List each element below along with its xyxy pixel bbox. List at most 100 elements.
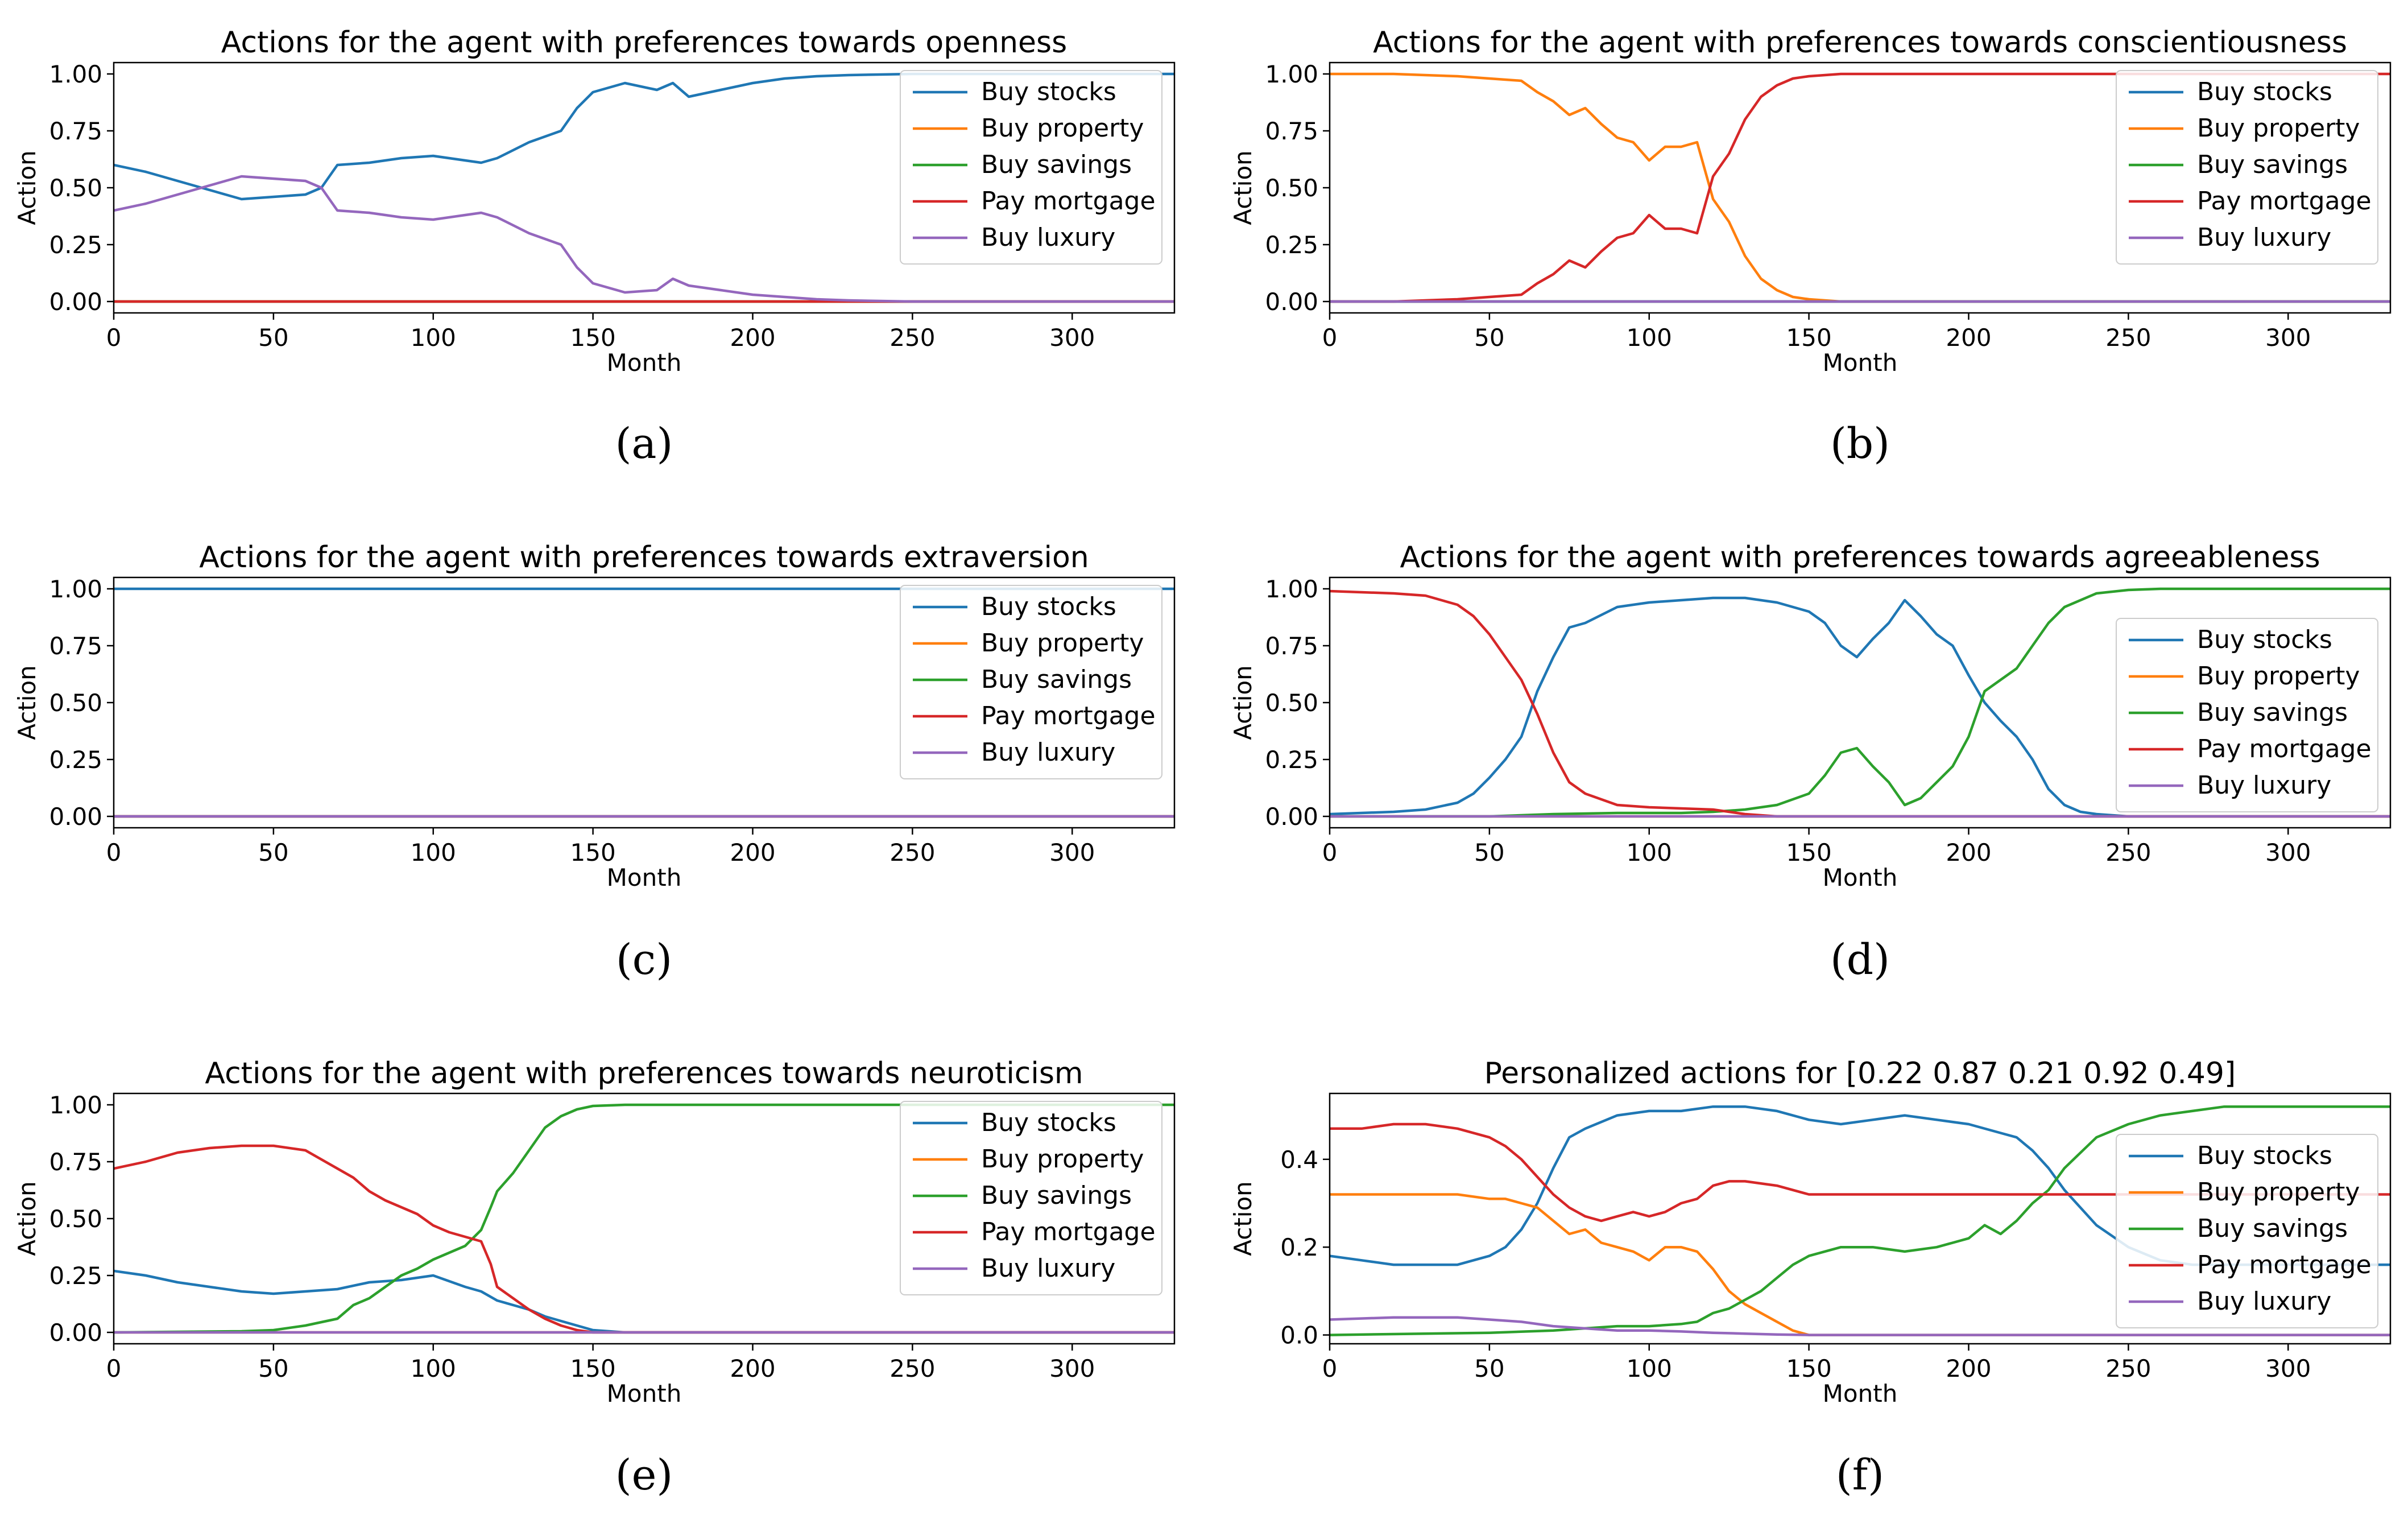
chart-panel-e: Actions for the agent with preferences t…: [13, 1056, 1176, 1500]
y-tick-label: 0.4: [1280, 1146, 1318, 1174]
legend-entry: Pay mortgage: [981, 187, 1156, 216]
y-tick-label: 0.25: [49, 231, 102, 259]
y-tick-label: 1.00: [49, 60, 102, 88]
legend-box: [900, 585, 1162, 779]
y-axis-label: Action: [1229, 665, 1257, 740]
legend: Buy stocks Buy property Buy savings Pay mor…: [900, 1101, 1162, 1295]
x-tick-label: 200: [1946, 324, 1991, 352]
x-tick-label: 50: [258, 1355, 288, 1382]
x-tick-label: 100: [411, 1355, 456, 1382]
panel-caption: (e): [615, 1451, 673, 1500]
chart-title: Actions for the agent with preferences t…: [205, 1056, 1083, 1091]
legend-entry: Buy property: [2197, 662, 2360, 691]
x-tick-label: 100: [1627, 1355, 1672, 1382]
series-group: [1330, 587, 2390, 818]
legend-entry: Buy savings: [981, 1181, 1132, 1210]
y-tick-label: 0.00: [49, 803, 102, 831]
legend: Buy stocks Buy property Buy savings Pay mor…: [900, 70, 1162, 265]
y-tick-label: 0.0: [1280, 1322, 1318, 1349]
x-tick-label: 150: [1786, 839, 1832, 866]
x-axis-label: Month: [607, 1380, 682, 1407]
x-tick-label: 100: [411, 839, 456, 866]
x-axis-label: Month: [1823, 1380, 1898, 1407]
x-tick-label: 0: [106, 839, 122, 866]
y-tick-label: 0.00: [1265, 288, 1318, 316]
x-tick-label: 250: [889, 839, 935, 866]
y-axis-label: Action: [13, 1181, 41, 1256]
legend-entry: Buy luxury: [2197, 223, 2331, 252]
x-tick-label: 0: [1322, 1355, 1338, 1382]
chart-title: Actions for the agent with preferences t…: [1373, 26, 2347, 60]
y-axis-label: Action: [13, 665, 41, 740]
legend-entry: Buy savings: [2197, 1214, 2348, 1243]
y-tick-label: 0.50: [1265, 689, 1318, 717]
y-axis-label: Action: [1229, 150, 1257, 225]
x-tick-label: 200: [1946, 1355, 1991, 1382]
x-tick-label: 300: [1049, 324, 1095, 352]
x-tick-label: 250: [2105, 839, 2151, 866]
y-tick-label: 0.25: [49, 746, 102, 774]
series-group: [1330, 72, 2390, 303]
x-tick-label: 250: [2105, 1355, 2151, 1382]
x-tick-label: 300: [2265, 839, 2311, 866]
legend-entry: Buy stocks: [981, 1108, 1116, 1137]
chart-title: Actions for the agent with preferences t…: [1400, 540, 2320, 575]
legend-entry: Buy property: [981, 629, 1144, 658]
y-tick-label: 0.2: [1280, 1233, 1318, 1261]
y-tick-label: 1.00: [49, 1091, 102, 1119]
legend: Buy stocks Buy property Buy savings Pay mor…: [2116, 1134, 2378, 1328]
x-tick-label: 150: [570, 839, 616, 866]
x-tick-label: 200: [730, 1355, 775, 1382]
x-tick-label: 50: [258, 324, 288, 352]
x-tick-label: 100: [411, 324, 456, 352]
y-tick-label: 0.50: [49, 1205, 102, 1233]
y-tick-label: 0.25: [1265, 231, 1318, 259]
x-tick-label: 150: [1786, 324, 1832, 352]
x-tick-label: 50: [1474, 324, 1504, 352]
chart-title: Actions for the agent with preferences t…: [199, 540, 1089, 575]
legend-entry: Buy luxury: [2197, 771, 2331, 800]
x-tick-label: 50: [1474, 839, 1504, 866]
panel-caption: (f): [1836, 1451, 1884, 1500]
chart-title: Actions for the agent with preferences t…: [221, 26, 1067, 60]
y-tick-label: 1.00: [1265, 60, 1318, 88]
series-line-buy-stocks: [114, 1269, 1174, 1334]
legend-entry: Buy stocks: [2197, 77, 2332, 106]
x-tick-label: 200: [730, 324, 775, 352]
x-axis-label: Month: [607, 349, 682, 377]
legend-entry: Buy stocks: [2197, 625, 2332, 654]
legend-entry: Buy property: [2197, 1178, 2360, 1207]
x-tick-label: 300: [2265, 1355, 2311, 1382]
x-axis-label: Month: [1823, 864, 1898, 891]
legend-entry: Pay mortgage: [2197, 1250, 2372, 1279]
legend-box: [900, 70, 1162, 265]
series-line-pay-mortgage: [1330, 1122, 2390, 1223]
x-tick-label: 0: [106, 324, 122, 352]
legend-box: [2116, 618, 2378, 812]
x-tick-label: 300: [2265, 324, 2311, 352]
x-tick-label: 150: [1786, 1355, 1832, 1382]
x-tick-label: 200: [730, 839, 775, 866]
legend-entry: Pay mortgage: [981, 701, 1156, 730]
y-tick-label: 1.00: [1265, 575, 1318, 603]
x-tick-label: 0: [1322, 324, 1338, 352]
legend: Buy stocks Buy property Buy savings Pay mor…: [2116, 618, 2378, 812]
series-line-buy-luxury: [114, 175, 1174, 303]
y-tick-label: 1.00: [49, 575, 102, 603]
chart-panel-a: Actions for the agent with preferences t…: [13, 26, 1176, 468]
x-tick-label: 0: [1322, 839, 1338, 866]
x-tick-label: 150: [570, 324, 616, 352]
legend-entry: Buy luxury: [981, 223, 1115, 252]
series-line-buy-savings: [1330, 587, 2390, 818]
y-tick-label: 0.50: [49, 174, 102, 202]
x-axis-label: Month: [607, 864, 682, 891]
panel-caption: (d): [1830, 935, 1890, 984]
y-tick-label: 0.75: [49, 632, 102, 660]
legend-entry: Buy property: [981, 114, 1144, 143]
x-tick-label: 250: [889, 1355, 935, 1382]
y-tick-label: 0.75: [49, 1148, 102, 1176]
legend-box: [2116, 70, 2378, 265]
series-group: [114, 1103, 1174, 1334]
x-tick-label: 300: [1049, 839, 1095, 866]
